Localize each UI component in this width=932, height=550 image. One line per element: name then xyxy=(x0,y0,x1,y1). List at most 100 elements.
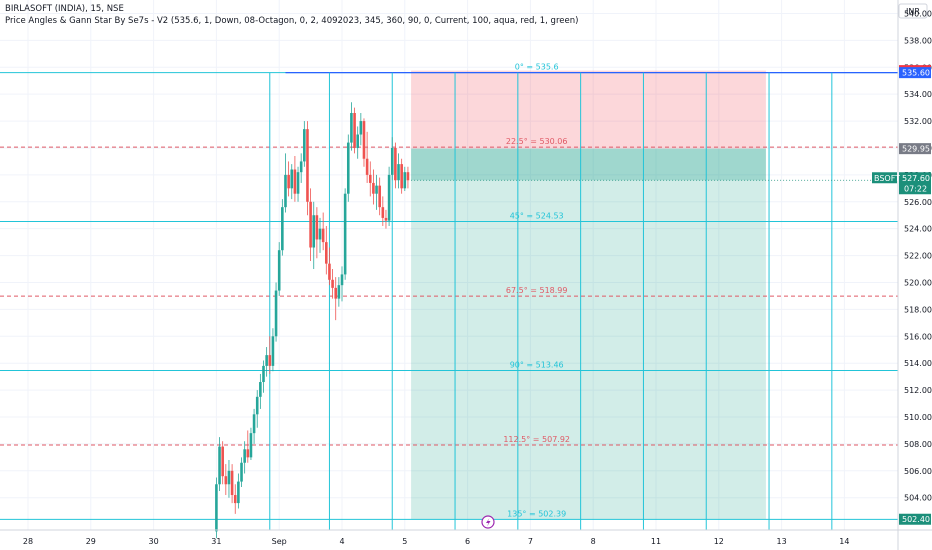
symbol-title: BIRLASOFT (INDIA), 15, NSE xyxy=(5,4,124,14)
candle-body xyxy=(394,147,397,181)
candle-body xyxy=(387,174,391,221)
candle-body xyxy=(268,355,272,366)
candle-body xyxy=(271,336,275,366)
lightning-icon xyxy=(486,518,491,527)
candle-body xyxy=(353,112,356,148)
gann-levels xyxy=(0,72,898,520)
candle-body xyxy=(359,121,363,135)
candle-body xyxy=(306,129,309,202)
time-tick-label: 5 xyxy=(402,537,407,546)
time-tick-label: 29 xyxy=(86,537,96,546)
time-tick-label: 11 xyxy=(651,537,661,546)
candles xyxy=(215,102,410,539)
gann-level-label: 112.5° = 507.92 xyxy=(503,435,570,444)
price-tick-label: 506.00 xyxy=(904,467,932,476)
time-tick-label: Sep xyxy=(272,537,287,546)
candle-body xyxy=(259,382,262,397)
candle-body xyxy=(262,365,265,383)
candle-body xyxy=(343,193,347,275)
candle-body xyxy=(365,158,369,175)
candle-body xyxy=(325,242,328,264)
candle-body xyxy=(290,169,294,189)
time-tick-label: 6 xyxy=(465,537,470,546)
price-tick-label: 508.00 xyxy=(904,440,932,449)
gridlines xyxy=(0,0,898,530)
candle-body xyxy=(375,185,378,194)
price-tag-value: 527.60 xyxy=(902,174,930,183)
time-tick-label: 30 xyxy=(149,537,159,546)
price-tick-label: 526.00 xyxy=(904,198,932,207)
symbol-tag-label: BSOFT xyxy=(874,174,900,183)
candle-body xyxy=(293,169,297,194)
price-tag-value: 502.40 xyxy=(902,515,930,524)
price-tag xyxy=(899,143,931,155)
candle-body xyxy=(337,285,341,299)
price-tag-countdown: 07:22 xyxy=(904,184,927,193)
candle-body xyxy=(246,449,250,458)
candle-body xyxy=(252,414,256,434)
gann-level-label: 0° = 535.6 xyxy=(515,63,559,72)
price-tag-value: 535.60 xyxy=(902,69,930,78)
price-tick-label: 510.00 xyxy=(904,413,932,422)
candle-body xyxy=(265,355,268,366)
candle-body xyxy=(221,446,224,477)
time-tick-label: 28 xyxy=(23,537,33,546)
candle-body xyxy=(350,112,353,143)
price-tick-label: 538.00 xyxy=(904,36,932,45)
price-tag xyxy=(899,67,931,79)
gann-level-label: 22.5° = 530.06 xyxy=(506,137,568,146)
candle-body xyxy=(233,495,237,504)
candle-body xyxy=(315,215,319,240)
time-tick-label: 12 xyxy=(714,537,724,546)
price-tag xyxy=(899,172,931,195)
time-tick-label: 4 xyxy=(339,537,344,546)
candle-body xyxy=(274,290,278,337)
price-tick-label: 532.00 xyxy=(904,117,932,126)
candle-body xyxy=(384,217,388,221)
take-profit-zone xyxy=(411,148,766,520)
candle-body xyxy=(381,207,385,218)
candle-body xyxy=(237,481,240,504)
gann-level-label: 67.5° = 518.99 xyxy=(506,286,568,295)
candle-body xyxy=(372,182,375,194)
gann-level-labels: 0° = 535.6 22.5° = 530.06 45° = 524.53 67.5… xyxy=(503,63,570,519)
gann-level-label: 45° = 524.53 xyxy=(510,212,564,221)
candle-body xyxy=(331,279,334,288)
time-tick-label: 13 xyxy=(777,537,787,546)
price-tick-label: 522.00 xyxy=(904,252,932,261)
symbol-tag xyxy=(872,172,897,184)
time-tick-label: 8 xyxy=(591,537,596,546)
candle-body xyxy=(243,449,246,463)
candle-body xyxy=(356,134,359,148)
candle-body xyxy=(346,142,350,194)
gann-level-label: 135° = 502.39 xyxy=(507,509,566,518)
candle-body xyxy=(378,185,381,208)
indicator-title: Price Angles & Gann Star By Se7s - V2 (5… xyxy=(5,16,579,26)
candle-body xyxy=(328,263,331,280)
currency-label: INR xyxy=(906,7,920,16)
price-tick-label: 512.00 xyxy=(904,386,932,395)
price-tick-label: 516.00 xyxy=(904,332,932,341)
misc-marks xyxy=(481,515,495,529)
candle-body xyxy=(400,164,403,189)
candle-body xyxy=(397,164,400,181)
candle-body xyxy=(406,172,410,181)
price-tick-label: 540.00 xyxy=(904,9,932,18)
stop-loss-zone xyxy=(411,70,766,149)
candle-body xyxy=(334,287,338,299)
candle-body xyxy=(368,174,372,183)
candle-body xyxy=(403,172,407,189)
price-tag-value: 529.95 xyxy=(902,145,930,154)
price-tick-label: 524.00 xyxy=(904,225,932,234)
candle-body xyxy=(215,484,218,532)
price-tick-label: 534.00 xyxy=(904,90,932,99)
candle-body xyxy=(255,396,259,415)
candle-body xyxy=(318,228,322,240)
currency-box xyxy=(898,3,928,19)
price-tick-label: 518.00 xyxy=(904,305,932,314)
price-tag xyxy=(899,513,931,525)
candle-body xyxy=(218,446,221,485)
candle-body xyxy=(227,470,231,485)
